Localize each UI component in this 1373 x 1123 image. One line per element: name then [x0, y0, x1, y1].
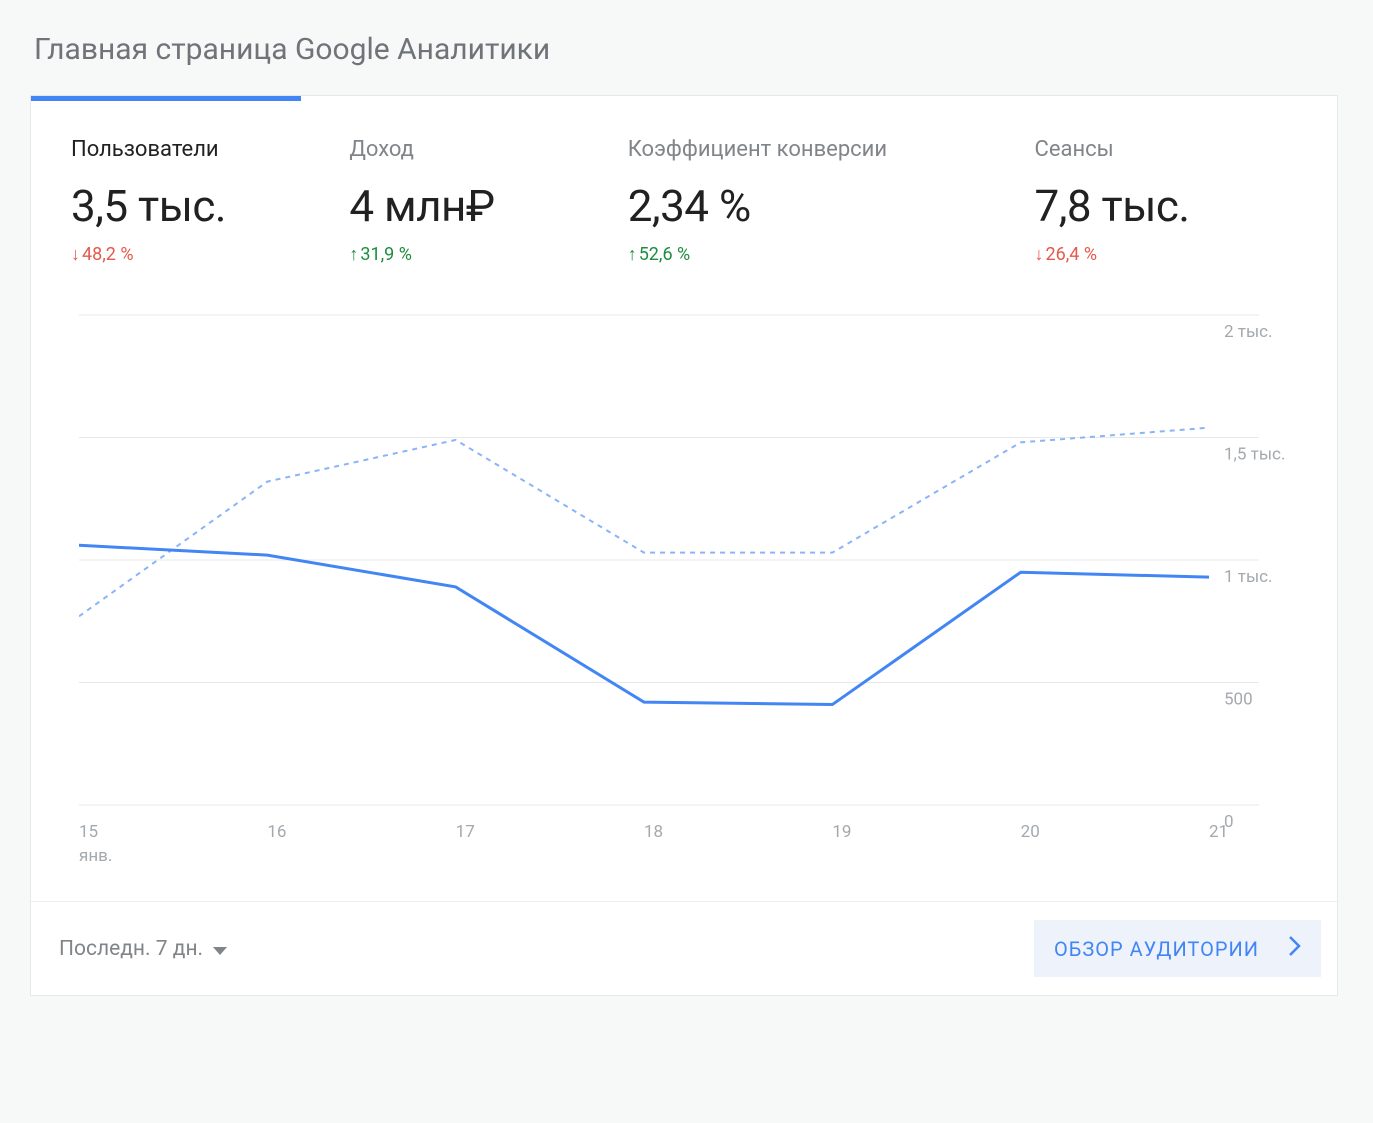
chart-container: 05001 тыс.1,5 тыс.2 тыс.15161718192021ян…: [31, 275, 1337, 879]
audience-overview-button[interactable]: ОБЗОР АУДИТОРИИ: [1034, 920, 1321, 977]
metric-tab-sessions[interactable]: Сеансы 7,8 тыс. ↓ 26,4 %: [1035, 137, 1308, 265]
arrow-up-icon: ↑: [349, 246, 358, 264]
date-range-label: Последн. 7 дн.: [59, 937, 203, 961]
svg-text:1 тыс.: 1 тыс.: [1224, 567, 1273, 587]
svg-text:1,5 тыс.: 1,5 тыс.: [1224, 445, 1285, 465]
users-line-chart: 05001 тыс.1,5 тыс.2 тыс.15161718192021ян…: [79, 305, 1309, 865]
svg-text:21: 21: [1209, 822, 1228, 842]
metric-change: ↑ 52,6 %: [628, 244, 1035, 265]
metric-change-value: 31,9 %: [360, 244, 412, 265]
metric-tab-revenue[interactable]: Доход 4 млн₽ ↑ 31,9 %: [349, 137, 627, 265]
svg-text:15: 15: [79, 822, 98, 842]
arrow-down-icon: ↓: [71, 246, 80, 264]
metric-label: Пользователи: [71, 137, 349, 162]
metric-change: ↑ 31,9 %: [349, 244, 627, 265]
overview-card: Пользователи 3,5 тыс. ↓ 48,2 % Доход 4 м…: [30, 95, 1338, 996]
metric-value: 7,8 тыс.: [1035, 180, 1308, 232]
metric-change-value: 26,4 %: [1046, 244, 1098, 265]
metric-value: 4 млн₽: [349, 180, 627, 232]
metric-tab-users[interactable]: Пользователи 3,5 тыс. ↓ 48,2 %: [71, 137, 349, 265]
svg-text:2 тыс.: 2 тыс.: [1224, 322, 1273, 342]
svg-text:500: 500: [1224, 690, 1253, 710]
arrow-down-icon: ↓: [1035, 246, 1044, 264]
metric-value: 2,34 %: [628, 180, 1035, 232]
metric-change-value: 48,2 %: [82, 244, 134, 265]
metric-label: Сеансы: [1035, 137, 1308, 162]
svg-text:янв.: янв.: [79, 846, 112, 865]
page-title: Главная страница Google Аналитики: [34, 32, 1343, 67]
metric-label: Коэффициент конверсии: [628, 137, 1035, 162]
arrow-up-icon: ↑: [628, 246, 637, 264]
metric-label: Доход: [349, 137, 627, 162]
dropdown-icon: [213, 937, 227, 961]
audience-button-label: ОБЗОР АУДИТОРИИ: [1054, 937, 1259, 961]
metric-change: ↓ 48,2 %: [71, 244, 349, 265]
svg-text:17: 17: [456, 822, 475, 842]
card-footer: Последн. 7 дн. ОБЗОР АУДИТОРИИ: [31, 901, 1337, 995]
svg-text:16: 16: [267, 822, 286, 842]
metric-value: 3,5 тыс.: [71, 180, 349, 232]
svg-text:19: 19: [832, 822, 851, 842]
svg-text:18: 18: [644, 822, 663, 842]
metrics-row: Пользователи 3,5 тыс. ↓ 48,2 % Доход 4 м…: [31, 101, 1337, 275]
metric-change: ↓ 26,4 %: [1035, 244, 1308, 265]
svg-text:20: 20: [1021, 822, 1040, 842]
metric-tab-conversion[interactable]: Коэффициент конверсии 2,34 % ↑ 52,6 %: [628, 137, 1035, 265]
chevron-right-icon: [1289, 936, 1301, 961]
tab-indicator-active: [31, 96, 301, 101]
metric-change-value: 52,6 %: [639, 244, 691, 265]
date-range-selector[interactable]: Последн. 7 дн.: [59, 937, 227, 961]
